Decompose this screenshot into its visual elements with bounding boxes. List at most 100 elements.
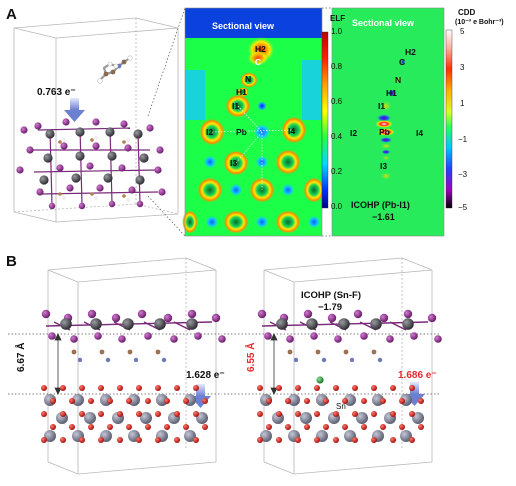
panel-b-right-atoms [257, 309, 442, 443]
oxygen-atom [409, 437, 415, 443]
elf-tick-6: 0.0 [331, 202, 343, 211]
oxygen-atom [304, 424, 310, 430]
cdd-bond-features [375, 100, 395, 180]
cdd-tick-1: 5 [460, 27, 465, 36]
nitrogen-atom [293, 357, 299, 363]
oxygen-atom [257, 411, 263, 417]
oxygen-atom [193, 385, 199, 391]
elf-label-c: C [255, 57, 262, 67]
cdd-icohp-value: −1.61 [372, 212, 395, 222]
iodine-atom [327, 313, 337, 323]
cdd-colorbar-title: CDD [458, 8, 476, 17]
cdd-tick-3: 1 [460, 99, 465, 108]
iodine-atom [434, 335, 442, 343]
oxygen-atom [295, 437, 301, 443]
cdd-label-c: C [399, 57, 406, 67]
tin-atom [196, 412, 208, 424]
carbon-atom [287, 349, 293, 355]
oxygen-atom [193, 411, 199, 417]
tin-atom [400, 430, 412, 442]
hydrogen-atom [68, 356, 72, 360]
oxygen-atom [69, 424, 75, 430]
iodine-atom [379, 313, 389, 323]
oxygen-atom [266, 398, 272, 404]
nitrogen-atom [105, 357, 111, 363]
iodine-atom [303, 309, 313, 319]
iodine-atom [70, 335, 78, 343]
carbon-atom [155, 349, 161, 355]
elf-colorbar-title: ELF [330, 14, 346, 23]
hydrogen-atom [374, 366, 378, 370]
cdd-label-h2: H2 [405, 47, 416, 57]
oxygen-atom [333, 385, 339, 391]
oxygen-atom [41, 437, 47, 443]
iodine-atom [286, 335, 294, 343]
elf-lead-spots [203, 101, 321, 229]
oxygen-atom [342, 424, 348, 430]
zoom-guide-lines [147, 7, 332, 237]
hydrogen-atom [158, 366, 162, 370]
oxygen-atom [390, 437, 396, 443]
distance-label-left: 6.67 Å [16, 342, 27, 372]
lead-atom [60, 318, 72, 330]
elf-label-i2: I2 [206, 127, 214, 137]
tin-atom [288, 394, 300, 406]
distance-arrow-left [54, 333, 62, 395]
elf-label-h1: H1 [236, 87, 247, 97]
oxygen-atom [60, 437, 66, 443]
iodine-atom [310, 332, 318, 340]
iodine-atom [410, 332, 418, 340]
hydrogen-atom [82, 352, 86, 356]
iodine-atom [257, 309, 267, 319]
cdd-label-i4: I4 [416, 128, 424, 138]
iodine-atom [187, 309, 197, 319]
lead-atom [338, 318, 350, 330]
perovskite-slab-a [16, 118, 166, 210]
cdd-colorbar-unit: (10⁻³ e Bohr⁻³) [455, 19, 504, 26]
oxygen-atom [107, 424, 113, 430]
lead-atom [90, 318, 102, 330]
oxygen-atom [126, 398, 132, 404]
carbon-atom [99, 349, 105, 355]
oxygen-atom [266, 424, 272, 430]
iodine-atom [360, 332, 368, 340]
oxygen-atom [276, 437, 282, 443]
oxygen-atom [136, 437, 142, 443]
lead-atom [186, 318, 198, 330]
unit-cell-box-b-left [47, 257, 217, 475]
oxygen-atom [88, 398, 94, 404]
cdd-label-n: N [395, 75, 402, 85]
elf-map-title: Sectional view [212, 21, 275, 31]
oxygen-atom [98, 437, 104, 443]
hydrogen-atom [368, 356, 372, 360]
oxygen-atom [390, 411, 396, 417]
elf-tick-5: 0.2 [331, 167, 343, 176]
tin-atom [300, 412, 312, 424]
oxygen-atom [60, 411, 66, 417]
lead-atom [370, 318, 382, 330]
oxygen-atom [174, 385, 180, 391]
cdd-icohp-label: ICOHP (Pb-I1) [351, 200, 410, 210]
elf-tick-4: 0.4 [331, 132, 343, 141]
iodine-atom [48, 332, 56, 340]
tin-atom [356, 412, 368, 424]
oxygen-atom [380, 424, 386, 430]
iodine-atom [353, 309, 363, 319]
hydrogen-atom [138, 352, 142, 356]
oxygen-atom [79, 385, 85, 391]
oxygen-atom [257, 385, 263, 391]
oxygen-atom [193, 437, 199, 443]
oxygen-atom [145, 424, 151, 430]
elf-bond-lines [211, 105, 295, 190]
elf-label-n: N [245, 74, 252, 84]
iodine-atom [137, 309, 147, 319]
oxygen-atom [183, 398, 189, 404]
tin-atom [260, 430, 272, 442]
oxygen-atom [352, 411, 358, 417]
oxygen-atom [323, 398, 329, 404]
iodine-atom [211, 313, 221, 323]
elf-map [182, 7, 325, 237]
nitrogen-atom [133, 357, 139, 363]
elf-label-pb: Pb [236, 127, 247, 137]
